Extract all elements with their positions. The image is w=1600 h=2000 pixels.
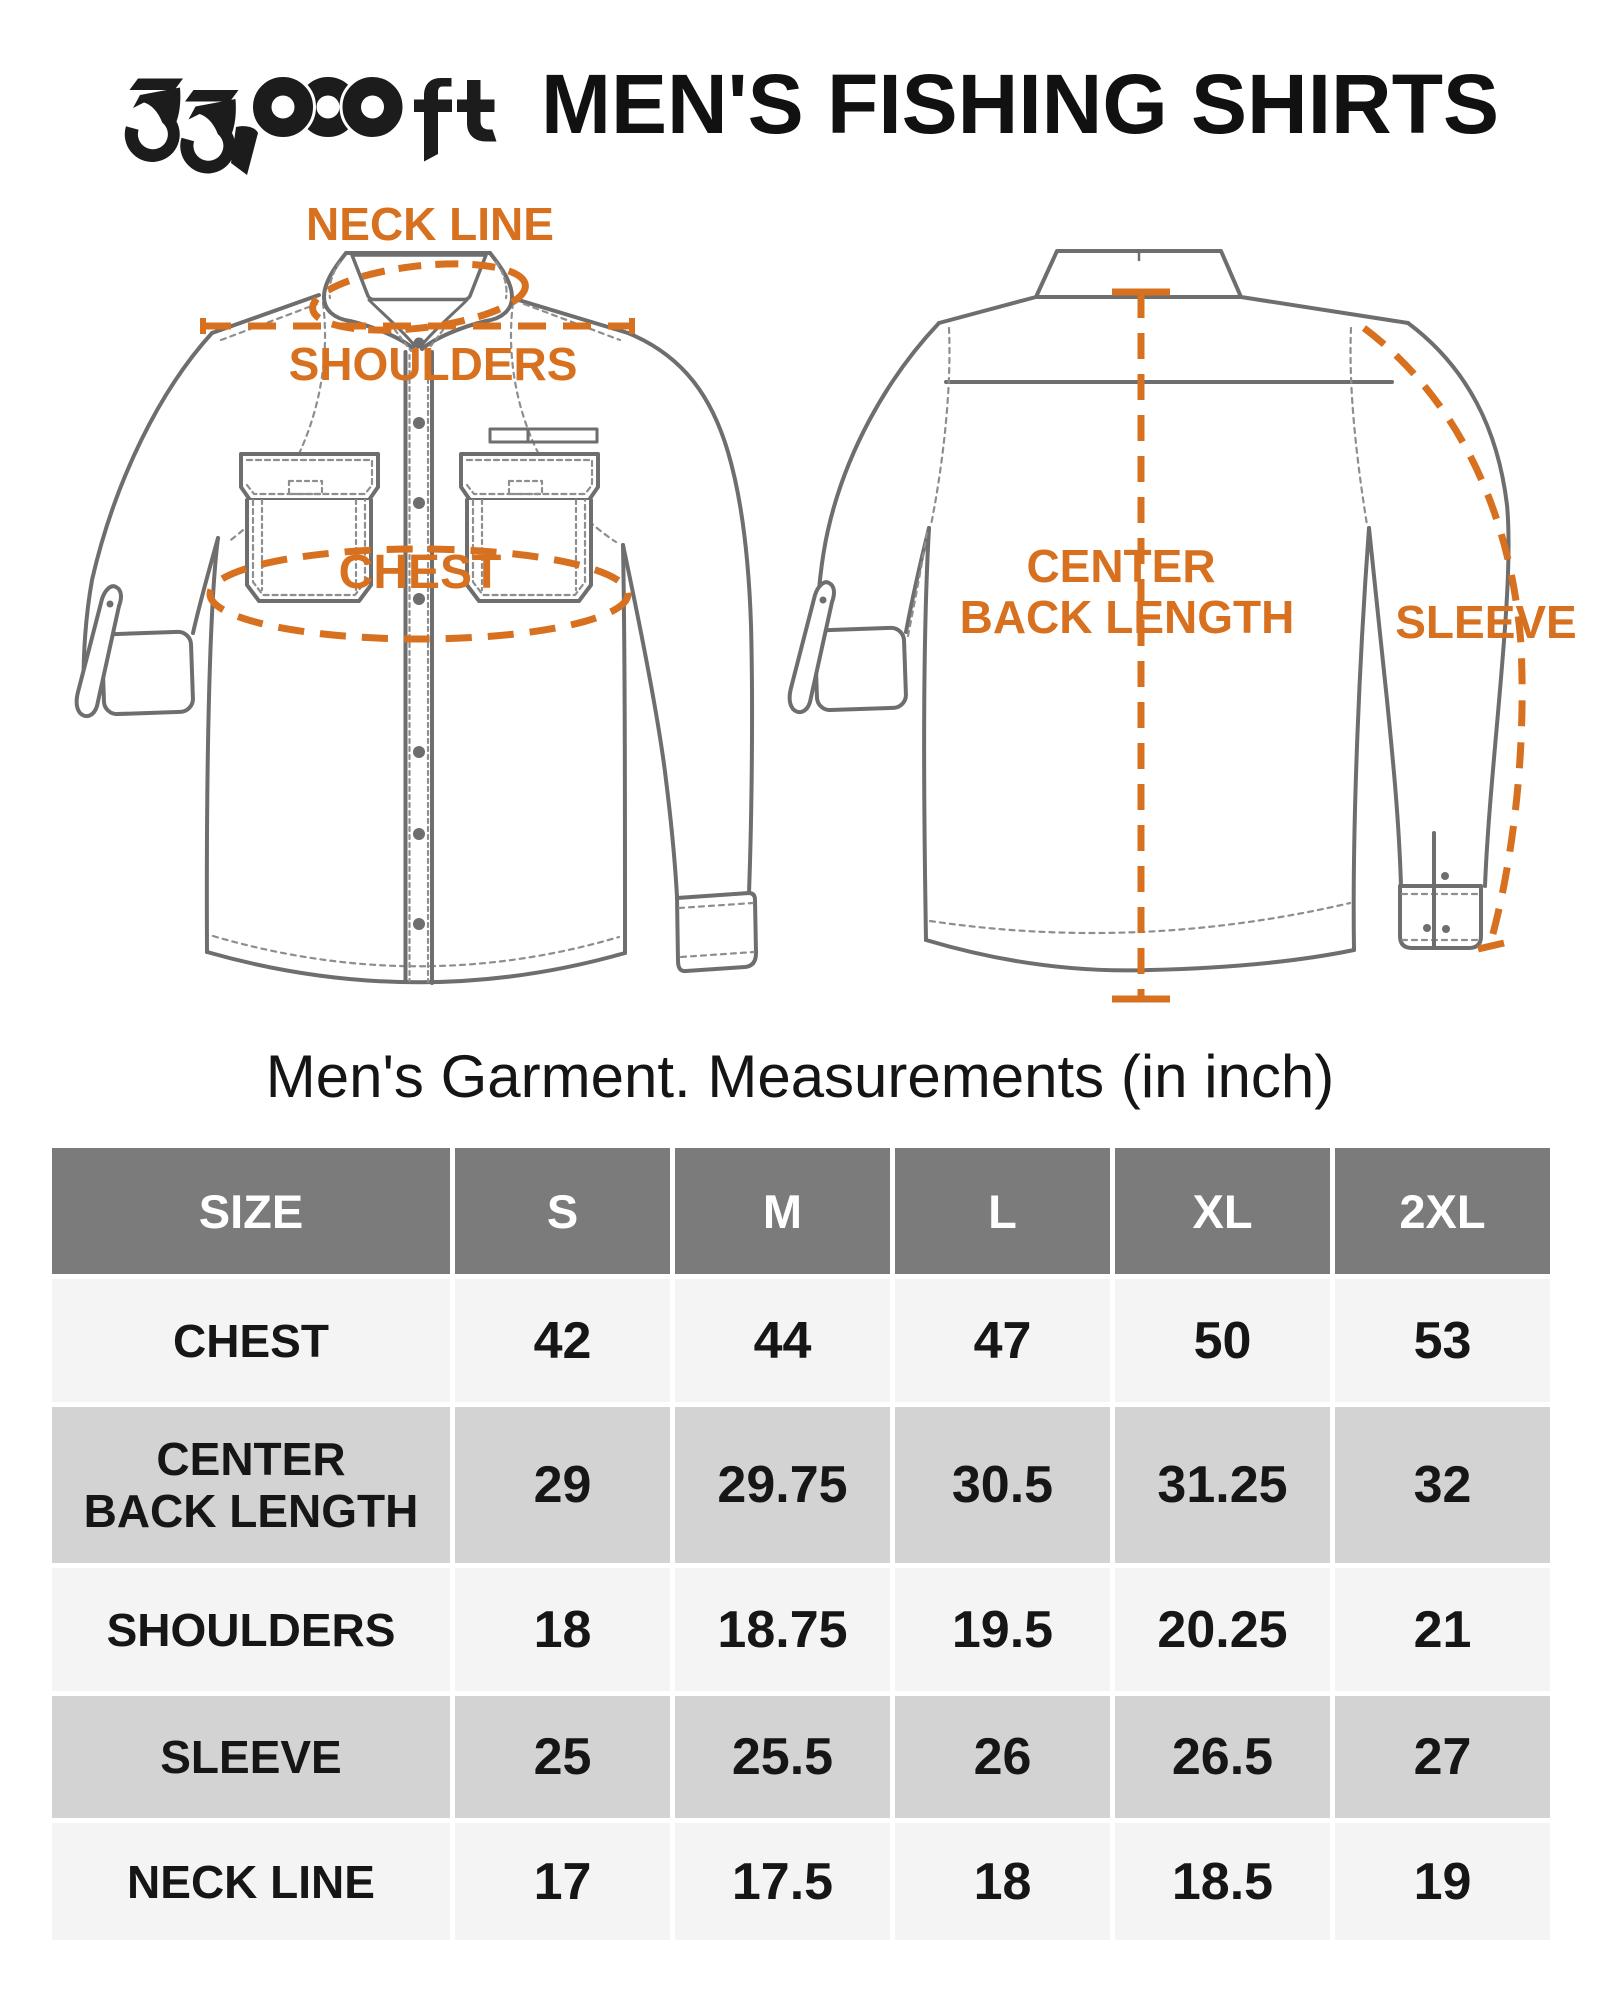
svg-text:SHOULDERS: SHOULDERS xyxy=(289,338,578,390)
svg-text:NECK LINE: NECK LINE xyxy=(306,198,554,250)
svg-text:CENTER: CENTER xyxy=(1026,540,1215,592)
svg-text:BACK LENGTH: BACK LENGTH xyxy=(960,591,1295,643)
svg-text:SLEEVE: SLEEVE xyxy=(1395,596,1577,648)
svg-text:CHEST: CHEST xyxy=(339,546,502,599)
